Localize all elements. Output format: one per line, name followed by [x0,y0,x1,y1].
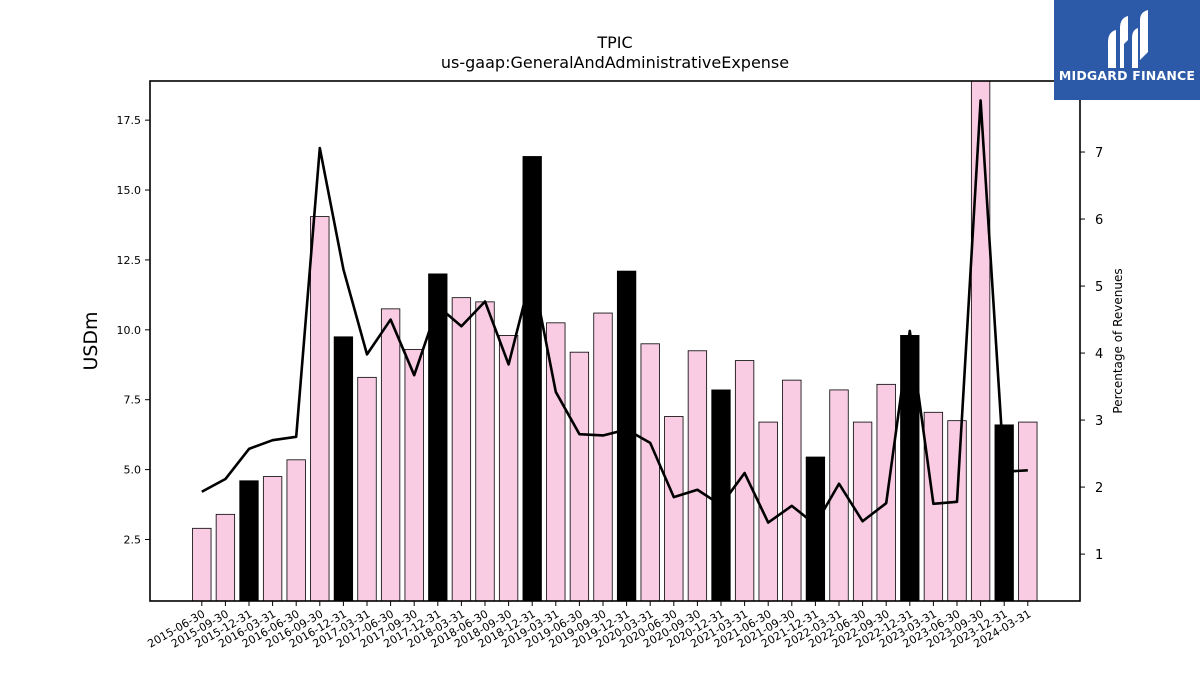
y-tick-label: 5.0 [124,464,142,477]
bar-2017-06-30 [380,308,401,602]
bar-2018-06-30 [475,301,495,602]
bar-2021-12-31 [805,456,826,602]
bar-2019-12-31 [616,270,637,602]
midgard-logo-icon [1108,10,1148,68]
chart-title: TPIC [596,33,632,52]
bar-2016-03-31 [262,476,283,602]
bar-2024-03-31 [1018,421,1038,602]
axes-group: 2.55.07.510.012.515.017.512345672015-06-… [117,80,1103,651]
bar-2017-09-30 [404,348,424,602]
y-tick-label: 12.5 [117,254,142,267]
bar-2019-06-30 [569,351,590,602]
y-tick-label: 2.5 [124,533,142,546]
y2-axis-label: Percentage of Revenues [1111,268,1125,413]
y2-tick-label: 2 [1095,481,1103,496]
chart-subtitle: us-gaap:GeneralAndAdministrativeExpense [441,53,789,72]
y-axis-label: USDm [80,311,102,370]
y-tick-label: 17.5 [117,114,142,127]
bar-2016-09-30 [310,216,330,602]
bar-2017-03-31 [357,376,377,602]
bars-group [192,80,1038,602]
bar-2020-06-30 [664,416,684,602]
y2-tick-label: 6 [1095,213,1103,228]
bar-2015-12-31 [239,480,259,602]
bar-2020-09-30 [687,350,708,602]
bar-2018-03-31 [451,297,472,602]
bar-2019-09-30 [593,312,613,602]
y2-tick-label: 5 [1095,280,1103,295]
bar-2018-12-31 [522,156,542,602]
y2-tick-label: 4 [1095,347,1103,362]
bar-2018-09-30 [498,335,519,602]
bar-2016-12-31 [333,336,354,602]
bar-2023-09-30 [970,80,991,602]
bar-2022-09-30 [876,383,896,602]
y-tick-label: 15.0 [117,184,142,197]
y2-tick-label: 7 [1095,146,1103,161]
bar-2015-06-30 [192,527,212,602]
line-group [201,99,1028,526]
bar-2021-09-30 [782,379,802,602]
bar-2023-06-30 [947,420,967,602]
y-tick-label: 10.0 [117,324,142,337]
plot-frame [149,80,1081,602]
y-tick-label: 7.5 [124,394,142,407]
bar-2023-03-31 [923,411,944,602]
y2-tick-label: 3 [1095,414,1103,429]
bar-2016-06-30 [286,459,306,602]
logo-text: MIDGARD FINANCE [1058,68,1196,83]
bar-2015-09-30 [215,513,236,602]
line-series-percentage [201,99,1028,526]
bar-2020-03-31 [640,343,660,602]
y2-tick-label: 1 [1095,548,1103,563]
midgard-finance-logo: MIDGARD FINANCE [1054,0,1200,100]
